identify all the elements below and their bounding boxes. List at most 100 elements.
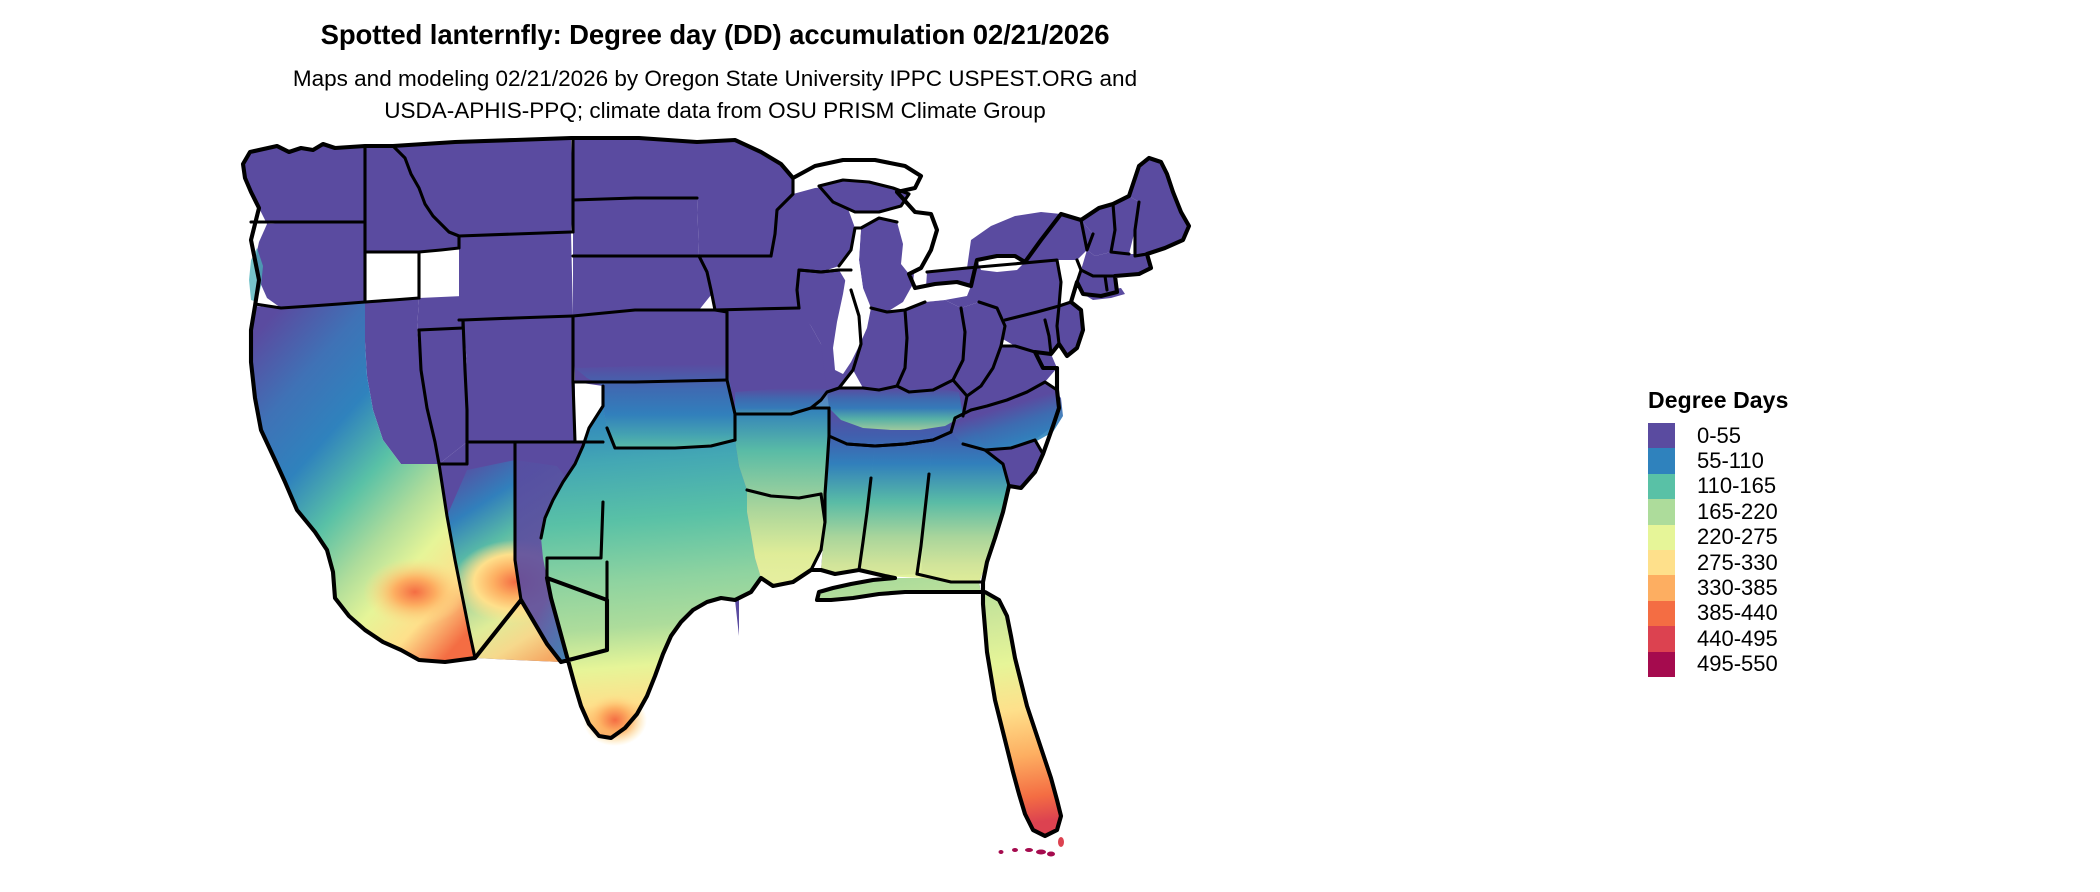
state-west-virginia — [953, 302, 1005, 396]
lake-huron — [897, 212, 937, 274]
state-nevada — [365, 298, 439, 464]
border-ga-fl — [915, 572, 985, 584]
border-il-in — [837, 288, 863, 390]
border-id-wy-nv-ut — [363, 234, 461, 254]
legend-label-0-55: 0-55 — [1697, 422, 1742, 448]
legend-item-495-550[interactable]: 495-550 — [1648, 651, 1968, 677]
border-tx-nm-south — [545, 500, 605, 580]
border-az-nm — [513, 440, 563, 664]
border-or-ca — [253, 296, 421, 310]
lake-michigan — [833, 216, 879, 374]
legend-swatch-icon-110-165 — [1648, 473, 1675, 500]
border-pa-ny — [925, 258, 1063, 322]
border-in-oh — [895, 308, 909, 388]
dd-hotspot-rio-grande-valley — [583, 694, 647, 746]
state-wyoming — [459, 232, 573, 320]
border-tn-ms-al-ga — [845, 430, 953, 448]
dd-region-florida — [817, 578, 1061, 836]
border-nj-pa — [1055, 304, 1061, 346]
border-wv-pa-md — [977, 300, 1053, 356]
border-mn-wi — [769, 176, 795, 258]
state-kansas — [573, 310, 727, 382]
border-id-mt — [391, 144, 461, 238]
legend-item-0-55[interactable]: 0-55 — [1648, 422, 1968, 449]
border-wy-ut-co — [457, 314, 575, 322]
border-al-ga — [915, 472, 931, 576]
legend-label-440-495: 440-495 — [1697, 625, 1778, 651]
legend-item-55-110[interactable]: 55-110 — [1648, 448, 1968, 474]
legend-label-165-220: 165-220 — [1697, 498, 1778, 524]
dd-region-texas — [541, 406, 761, 738]
legend-item-110-165[interactable]: 110-165 — [1648, 473, 1968, 500]
legend-label-385-440: 385-440 — [1697, 600, 1778, 626]
border-ok-ar-mo — [725, 310, 737, 442]
legend-label-220-275: 220-275 — [1697, 524, 1778, 550]
border-vt-nh — [1109, 202, 1131, 256]
legend-swatch-icon-55-110 — [1648, 448, 1675, 474]
border-ga-sc — [983, 448, 1023, 490]
dd-region-deep-south — [821, 408, 1009, 582]
border-ny-ma-ct — [1075, 258, 1083, 284]
border-ms-al — [857, 476, 873, 572]
border-national-outline — [240, 135, 1192, 839]
legend-item-275-330[interactable]: 275-330 — [1648, 549, 1968, 576]
state-new-hampshire — [1111, 196, 1139, 254]
state-wisconsin — [771, 186, 855, 272]
legend-item-165-220[interactable]: 165-220 — [1648, 498, 1968, 525]
title-block: Spotted lanternfly: Degree day (DD) accu… — [0, 0, 1430, 127]
border-ok-tx-red — [605, 426, 737, 450]
state-massachusetts — [1081, 250, 1151, 276]
border-ny-nj — [1057, 300, 1083, 312]
legend-swatch-icon-220-275 — [1648, 524, 1675, 550]
legend: Degree Days 0-55 55-110 110-165 165-220 … — [1648, 387, 1968, 677]
border-wi-mi — [837, 216, 899, 268]
legend-swatch-icon-165-220 — [1648, 499, 1675, 525]
legend-item-330-385[interactable]: 330-385 — [1648, 575, 1968, 601]
state-ohio — [897, 300, 965, 392]
state-michigan-upper — [819, 180, 909, 212]
state-north-dakota — [573, 138, 697, 200]
dd-region-carolinas — [947, 378, 1063, 450]
state-idaho — [365, 146, 459, 252]
legend-item-220-275[interactable]: 220-275 — [1648, 524, 1968, 550]
border-ms-la — [809, 492, 861, 576]
border-ia-mo — [713, 306, 801, 312]
border-ct-ri — [1103, 274, 1109, 292]
map-lakes-layer — [793, 160, 1025, 374]
state-michigan-lower — [859, 218, 915, 312]
border-nh-me — [1133, 200, 1149, 258]
border-va-wv — [965, 344, 1003, 398]
legend-swatch-icon-0-55 — [1648, 423, 1675, 449]
border-mo-il-ky — [809, 378, 955, 410]
border-mi-up-lakes — [817, 178, 911, 214]
state-washington — [243, 144, 365, 224]
legend-label-275-330: 275-330 — [1697, 549, 1778, 575]
border-in-mi — [869, 300, 927, 314]
border-ok-tx-panhandle — [539, 384, 605, 540]
border-md-de — [1043, 318, 1053, 356]
legend-swatch-icon-495-550 — [1648, 651, 1675, 677]
legend-label-110-165: 110-165 — [1697, 473, 1777, 499]
state-missouri — [715, 308, 831, 414]
state-iowa — [699, 256, 805, 310]
map-canvas — [215, 130, 1225, 870]
legend-swatch-icon-440-495 — [1648, 626, 1675, 652]
page-title: Spotted lanternfly: Degree day (DD) accu… — [320, 19, 1110, 50]
state-pennsylvania — [925, 260, 1061, 320]
state-montana — [393, 138, 573, 236]
dd-hotspot-imperial — [363, 558, 467, 626]
legend-item-440-495[interactable]: 440-495 — [1648, 625, 1968, 652]
border-nc-va — [969, 380, 1059, 412]
us-choropleth-map — [240, 135, 1192, 857]
state-maine — [1129, 158, 1189, 256]
border-oh-pa — [951, 306, 967, 382]
border-ut-co — [461, 318, 469, 444]
border-ks-ok — [573, 378, 729, 384]
legend-item-385-440[interactable]: 385-440 — [1648, 600, 1968, 627]
state-colorado — [463, 316, 575, 442]
subtitle-line-1: Maps and modeling 02/21/2026 by Oregon S… — [292, 66, 1138, 91]
legend-label-495-550: 495-550 — [1697, 651, 1778, 677]
border-az-ca-colorado-river — [437, 462, 477, 660]
legend-swatch-icon-275-330 — [1648, 549, 1675, 576]
